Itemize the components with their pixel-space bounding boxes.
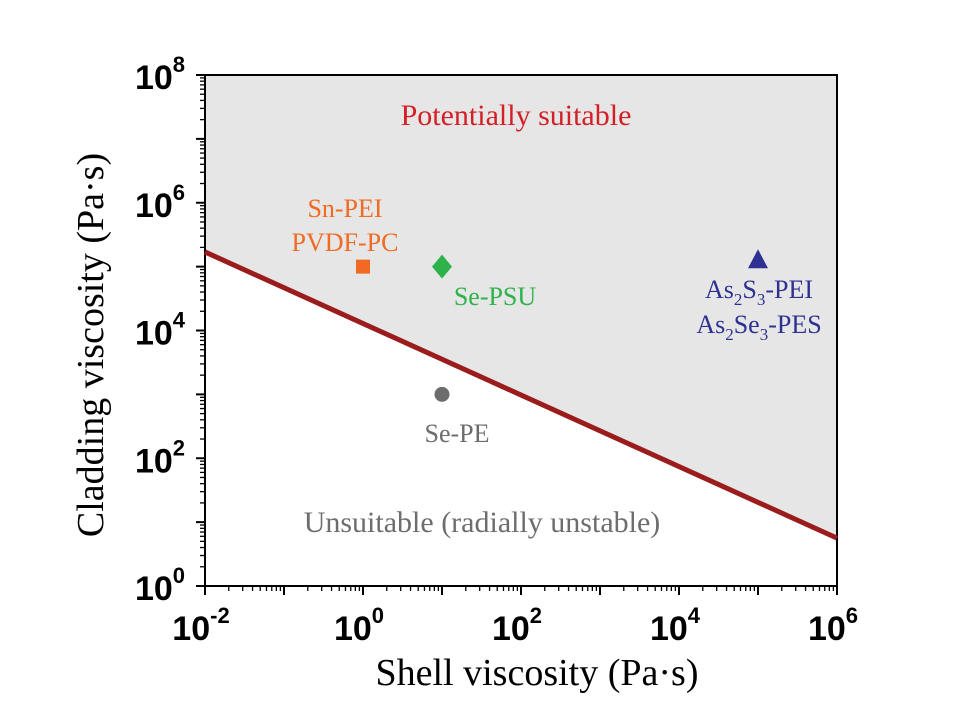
region-label-unsuitable: Unsuitable (radially unstable) xyxy=(304,506,661,539)
x-tick-label: 104 xyxy=(650,603,701,648)
data-point-4-label: As2Se3-PES xyxy=(696,310,821,344)
y-tick-label: 106 xyxy=(135,180,185,225)
y-axis-label: Cladding viscosity (Pa·s) xyxy=(70,153,112,537)
data-point-2-label: Se-PSU xyxy=(454,282,537,311)
y-tick-label: 108 xyxy=(135,52,185,97)
data-point-1-label: PVDF-PC xyxy=(292,228,399,257)
stability-boundary-line xyxy=(203,249,839,541)
data-points: Sn-PEI PVDF-PC Se-PSU Se-PE As2S3-PEIAs2Se3-… xyxy=(292,194,822,448)
x-tick-label: 10-2 xyxy=(172,603,229,648)
major-ticks xyxy=(196,74,838,595)
x-tick-label: 100 xyxy=(334,603,384,648)
suitable-region-fill xyxy=(205,75,837,539)
data-point-1-square-marker xyxy=(356,259,370,274)
y-tick-label: 100 xyxy=(135,563,185,608)
x-tick-label: 102 xyxy=(492,603,542,648)
x-tick-labels: 10-2 100 102 104 106 xyxy=(172,603,858,648)
data-point-3-circle-marker xyxy=(434,386,450,402)
data-point-2-diamond-marker xyxy=(432,254,452,279)
y-tick-labels: 100 102 104 106 108 xyxy=(135,52,186,608)
x-tick-label: 106 xyxy=(808,603,858,648)
data-point-4-label: As2S3-PEI xyxy=(705,275,813,309)
plot-frame xyxy=(204,74,838,587)
data-point-4-triangle-marker xyxy=(748,249,768,269)
x-axis-label: Shell viscosity (Pa·s) xyxy=(376,652,699,694)
data-point-1-label: Sn-PEI xyxy=(307,194,382,223)
y-tick-label: 102 xyxy=(135,435,185,480)
data-point-3-label: Se-PE xyxy=(425,419,490,448)
region-label-suitable: Potentially suitable xyxy=(401,99,632,132)
y-tick-label: 104 xyxy=(135,308,186,353)
